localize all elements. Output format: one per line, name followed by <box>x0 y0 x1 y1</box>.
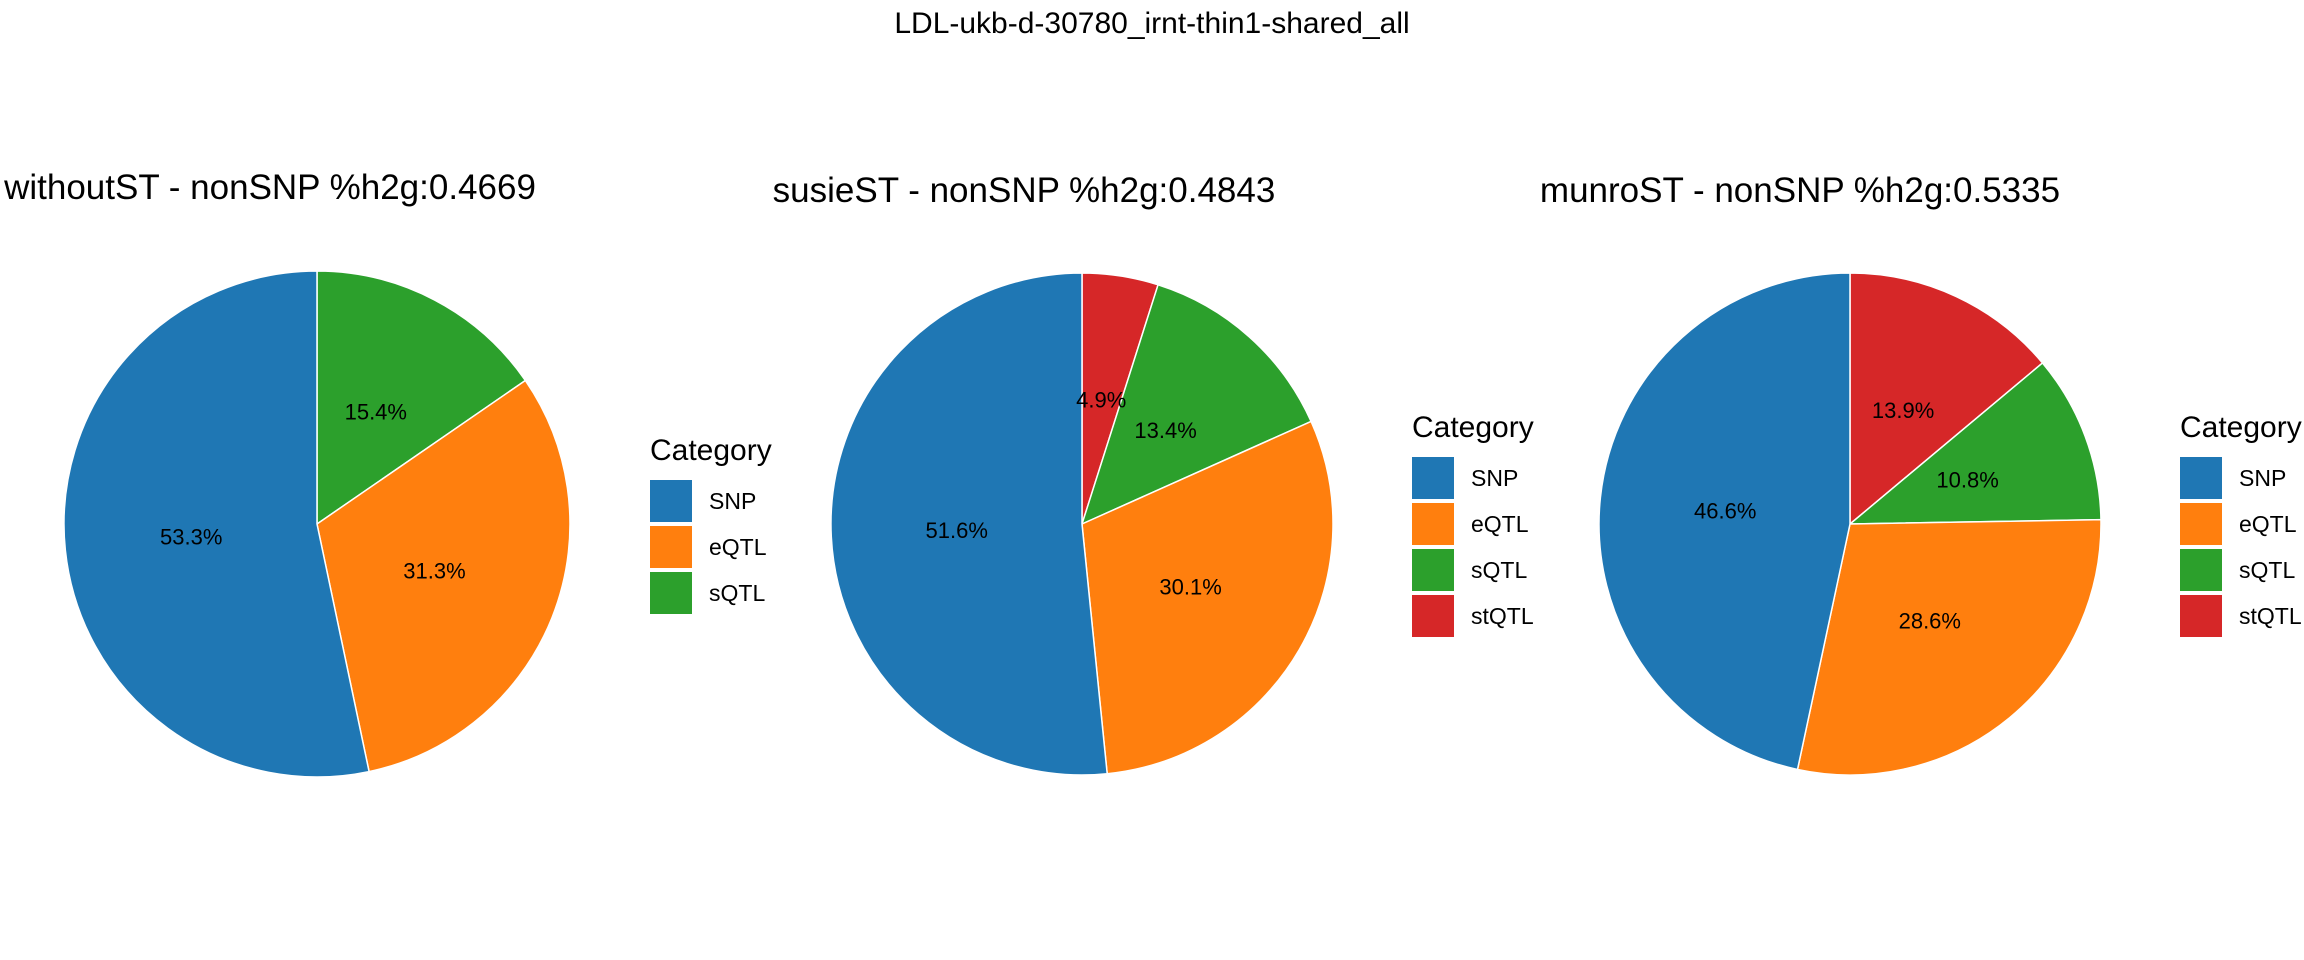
pie-slice-snp <box>1598 272 1851 771</box>
pie-slices-3 <box>1598 272 2102 776</box>
pie-slice-eqtl <box>316 379 571 773</box>
pie-slice-label-eqtl: 30.1% <box>1159 574 1221 599</box>
legend-title-2: Category <box>1412 411 1534 444</box>
pie-slice-sqtl <box>1847 361 2102 525</box>
legend-key-eqtl <box>2180 503 2222 545</box>
legend-key-stqtl <box>1412 595 1454 637</box>
legend-key-snp <box>650 480 692 522</box>
pie-slice-snp <box>63 270 370 778</box>
pie-slice-label-sqtl: 13.4% <box>1134 418 1196 443</box>
legend-label-snp: SNP <box>2239 465 2286 491</box>
legend-title-1: Category <box>650 434 772 467</box>
pie-slice-labels-2: 4.9% 13.4% 30.1% 51.6% <box>926 388 1222 600</box>
legend-key-snp <box>2180 457 2222 499</box>
legend-label-stqtl: stQTL <box>1471 603 1534 629</box>
legend-label-sqtl: sQTL <box>709 580 765 606</box>
pie-slice-snp <box>830 272 1109 776</box>
legend-key-stqtl <box>2180 595 2222 637</box>
pie-slice-label-eqtl: 31.3% <box>403 558 465 583</box>
pie-slice-labels-1: 15.4% 31.3% 53.3% <box>160 400 466 584</box>
legend-title-3: Category <box>2180 411 2302 444</box>
pie-panel-3: munroST - nonSNP %h2g:0.5335 13.9% 10.8% 2… <box>1540 171 2302 776</box>
legend-key-sqtl <box>2180 549 2222 591</box>
legend-key-snp <box>1412 457 1454 499</box>
pie-slice-label-snp: 46.6% <box>1694 498 1756 523</box>
legend-key-sqtl <box>650 572 692 614</box>
pie-slice-eqtl <box>1796 518 2102 776</box>
figure-title: LDL-ukb-d-30780_irnt-thin1-shared_all <box>894 7 1409 40</box>
legend-label-snp: SNP <box>709 488 756 514</box>
legend-label-eqtl: eQTL <box>2239 511 2297 537</box>
legend-key-eqtl <box>650 526 692 568</box>
pie-slice-labels-3: 13.9% 10.8% 28.6% 46.6% <box>1694 398 1999 634</box>
pie-slices-2 <box>830 272 1334 776</box>
pie-slice-label-snp: 53.3% <box>160 525 222 550</box>
legend-label-sqtl: sQTL <box>2239 557 2295 583</box>
pie-panel-2: susieST - nonSNP %h2g:0.4843 4.9% 13.4% 30… <box>773 171 1534 776</box>
legend-items-2: SNP eQTL sQTL stQTL <box>1412 457 1534 637</box>
pie-slice-label-sqtl: 10.8% <box>1936 468 1998 493</box>
pie-slice-label-stqtl: 4.9% <box>1076 388 1126 413</box>
legend-items-3: SNP eQTL sQTL stQTL <box>2180 457 2302 637</box>
legend-2: Category SNP eQTL sQTL stQTL <box>1412 411 1534 637</box>
legend-label-eqtl: eQTL <box>709 534 767 560</box>
pie-slice-sqtl <box>316 270 527 526</box>
legend-label-sqtl: sQTL <box>1471 557 1527 583</box>
legend-label-eqtl: eQTL <box>1471 511 1529 537</box>
legend-1: Category SNP eQTL sQTL <box>650 434 772 614</box>
legend-key-eqtl <box>1412 503 1454 545</box>
pie-panel-1: withoutST - nonSNP %h2g:0.4669 15.4% 31.3… <box>3 168 772 778</box>
pie-slice-stqtl <box>1849 272 2044 526</box>
pie-slice-label-snp: 51.6% <box>926 518 988 543</box>
legend-key-sqtl <box>1412 549 1454 591</box>
pie-slice-label-sqtl: 15.4% <box>345 400 407 425</box>
pie-slices-1 <box>63 270 571 778</box>
pie-title-1: withoutST - nonSNP %h2g:0.4669 <box>3 168 536 207</box>
pie-slice-eqtl <box>1081 420 1334 775</box>
pie-title-3: munroST - nonSNP %h2g:0.5335 <box>1540 171 2060 210</box>
legend-3: Category SNP eQTL sQTL stQTL <box>2180 411 2302 637</box>
pie-slice-label-stqtl: 13.9% <box>1872 398 1934 423</box>
pie-slice-sqtl <box>1080 283 1313 526</box>
legend-items-1: SNP eQTL sQTL <box>650 480 767 614</box>
legend-label-stqtl: stQTL <box>2239 603 2302 629</box>
legend-label-snp: SNP <box>1471 465 1518 491</box>
pie-slice-label-eqtl: 28.6% <box>1899 608 1961 633</box>
pie-title-2: susieST - nonSNP %h2g:0.4843 <box>773 171 1276 210</box>
